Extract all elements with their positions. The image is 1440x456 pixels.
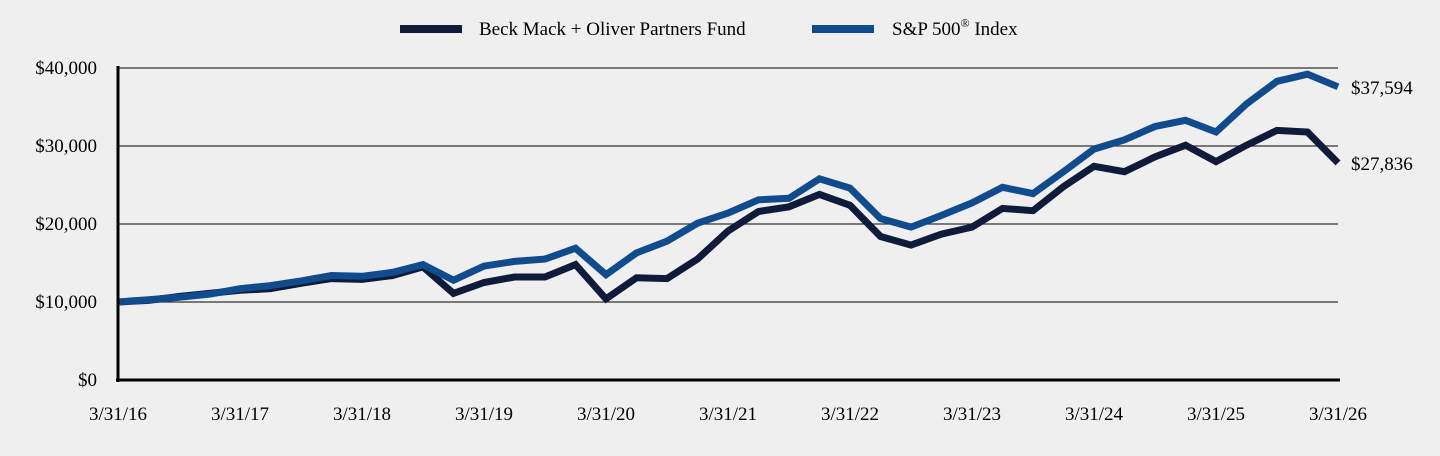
x-tick-label: 3/31/16 <box>89 404 147 425</box>
y-tick-label: $30,000 <box>35 136 97 157</box>
end-label-fund: $27,836 <box>1351 154 1413 175</box>
x-tick-label: 3/31/18 <box>333 404 391 425</box>
x-tick-label: 3/31/19 <box>455 404 513 425</box>
x-tick-label: 3/31/17 <box>211 404 269 425</box>
axes <box>116 66 1340 382</box>
x-tick-label: 3/31/23 <box>943 404 1001 425</box>
end-label-index: $37,594 <box>1351 78 1413 99</box>
legend: Beck Mack + Oliver Partners Fund S&P 500… <box>400 16 1018 40</box>
legend-label-index: S&P 500® Index <box>892 16 1018 40</box>
x-tick-label: 3/31/21 <box>699 404 757 425</box>
x-tick-label: 3/31/25 <box>1187 404 1245 425</box>
y-tick-label: $0 <box>78 370 97 391</box>
series-lines <box>117 70 1341 306</box>
y-tick-label: $10,000 <box>35 292 97 313</box>
y-tick-label: $20,000 <box>35 214 97 235</box>
x-tick-label: 3/31/24 <box>1065 404 1124 425</box>
y-tick-label: $40,000 <box>35 58 97 79</box>
x-tick-label: 3/31/26 <box>1309 404 1367 425</box>
x-tick-label: 3/31/22 <box>821 404 879 425</box>
series-line-index <box>117 70 1340 306</box>
y-axis-tick-labels: $0 $10,000 $20,000 $30,000 $40,000 <box>35 58 97 391</box>
end-value-labels: $27,836 $37,594 <box>1351 78 1413 175</box>
x-tick-label: 3/31/20 <box>577 404 635 425</box>
gridlines <box>118 67 1338 303</box>
x-axis-tick-labels: 3/31/16 3/31/17 3/31/18 3/31/19 3/31/20 3/31/… <box>89 404 1367 425</box>
legend-label-fund: Beck Mack + Oliver Partners Fund <box>479 19 746 40</box>
